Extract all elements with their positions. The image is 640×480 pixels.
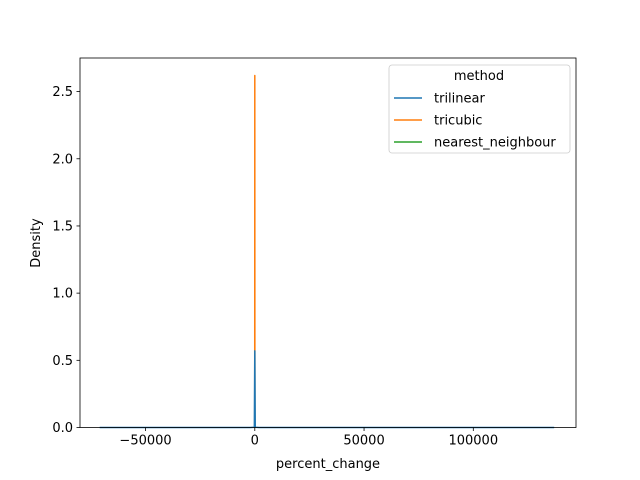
y-tick-label: 0.5 bbox=[52, 354, 73, 369]
y-axis-label: Density bbox=[29, 218, 44, 268]
x-axis: −50000 0 50000 100000 bbox=[119, 427, 498, 449]
plot-frame bbox=[79, 57, 577, 428]
x-tick-label: 0 bbox=[251, 434, 259, 449]
x-tick-label: 100000 bbox=[448, 434, 498, 449]
series-line-trilinear bbox=[99, 350, 555, 429]
legend-label-nearest_neighbour: nearest_neighbour bbox=[434, 136, 556, 151]
legend-entries: trilinear tricubic nearest_neighbour bbox=[394, 92, 556, 151]
y-tick-label: 2.0 bbox=[52, 152, 73, 167]
legend-label-trilinear: trilinear bbox=[434, 92, 485, 107]
y-tick-label: 1.0 bbox=[52, 287, 73, 302]
y-tick-label: 0.0 bbox=[52, 421, 73, 436]
x-axis-label: percent_change bbox=[276, 457, 380, 472]
y-axis: 0.0 0.5 1.0 1.5 2.0 2.5 bbox=[52, 85, 80, 436]
x-tick-label: −50000 bbox=[119, 434, 171, 449]
y-tick-label: 1.5 bbox=[52, 219, 73, 234]
legend-title: method bbox=[454, 69, 504, 84]
y-tick-label: 2.5 bbox=[52, 85, 73, 100]
legend: method trilinear tricubic nearest_neighbou… bbox=[388, 64, 571, 154]
legend-box bbox=[388, 64, 571, 154]
legend-label-tricubic: tricubic bbox=[434, 114, 482, 129]
x-tick-label: 50000 bbox=[343, 434, 384, 449]
